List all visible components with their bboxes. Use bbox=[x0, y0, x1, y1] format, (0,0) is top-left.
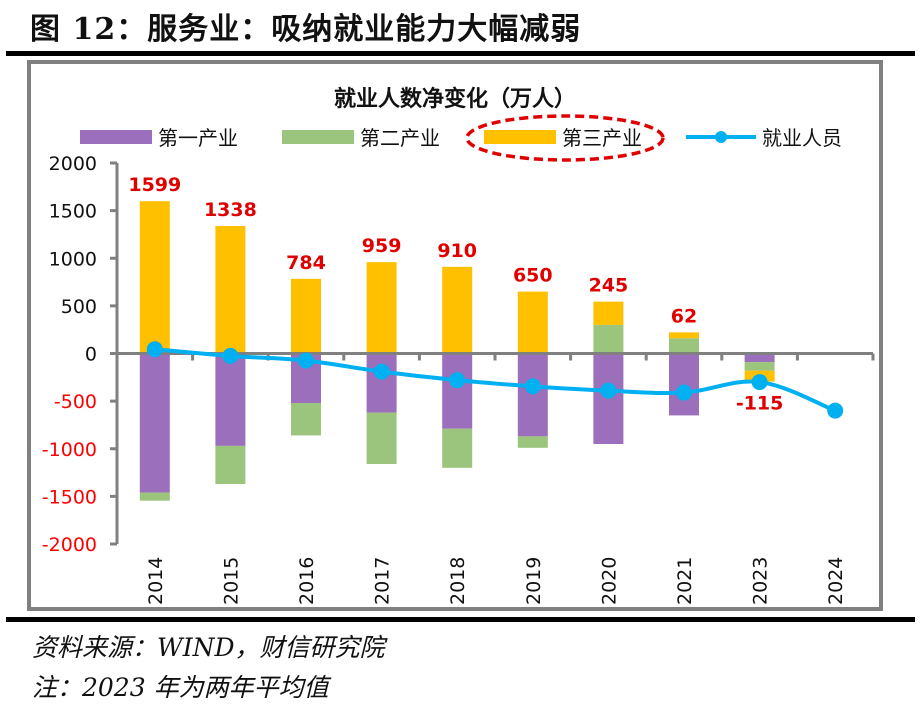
employment-point-2017 bbox=[373, 363, 390, 380]
bar-3-2020 bbox=[593, 301, 624, 325]
y-tick-label: 500 bbox=[61, 296, 97, 318]
bar-2-2023 bbox=[744, 362, 775, 371]
y-tick-label: 2000 bbox=[49, 153, 97, 175]
bar-2-2014 bbox=[139, 492, 170, 501]
top-rule bbox=[6, 51, 915, 56]
bar-3-2016 bbox=[291, 278, 321, 354]
y-tick-label: -2000 bbox=[42, 534, 97, 556]
data-label-2019: 650 bbox=[513, 265, 553, 287]
bottom-rule bbox=[6, 617, 915, 622]
legend-line-marker bbox=[715, 131, 727, 143]
employment-point-2024 bbox=[827, 402, 844, 419]
y-tick-label: 0 bbox=[85, 344, 97, 366]
employment-point-2019 bbox=[524, 378, 541, 395]
data-label-2017: 959 bbox=[362, 235, 402, 257]
data-label-2021: 62 bbox=[671, 305, 697, 327]
bar-2-2016 bbox=[291, 403, 321, 436]
x-tick-label: 2015 bbox=[220, 557, 242, 605]
legend-swatch-2 bbox=[282, 130, 354, 144]
employment-point-2014 bbox=[146, 341, 163, 358]
legend-swatch-3 bbox=[484, 130, 556, 144]
y-tick-label: 1500 bbox=[49, 201, 97, 223]
bar-1-2020 bbox=[593, 353, 624, 444]
data-label-2015: 1338 bbox=[204, 199, 257, 221]
employment-point-2020 bbox=[600, 382, 617, 399]
data-label-2014: 1599 bbox=[128, 174, 181, 196]
data-label-2023: -115 bbox=[736, 393, 784, 415]
chart: 就业人数净变化（万人） 第一产业 第二产业 第三产业 就业人员 2000 1500 1000 5… bbox=[42, 86, 875, 605]
bar-1-2021 bbox=[669, 353, 699, 416]
bar-1-2017 bbox=[366, 353, 397, 413]
bar-3-2015 bbox=[215, 226, 246, 354]
y-tick-label: -500 bbox=[54, 391, 97, 413]
bar-3-2014 bbox=[139, 201, 170, 354]
bar-2-2019 bbox=[517, 436, 548, 448]
data-label-2018: 910 bbox=[437, 240, 477, 262]
x-tick-label: 2020 bbox=[598, 557, 620, 605]
highlight-ellipse bbox=[465, 114, 665, 162]
bar-2-2018 bbox=[442, 428, 473, 468]
x-tick-label: 2016 bbox=[296, 557, 318, 605]
figure-title: 图 12：服务业：吸纳就业能力大幅减弱 bbox=[30, 12, 582, 47]
x-tick-label: 2021 bbox=[674, 557, 696, 605]
bar-2-2020 bbox=[593, 324, 624, 354]
y-tick-label: -1000 bbox=[42, 439, 97, 461]
employment-point-2023 bbox=[751, 374, 768, 391]
footnote: 注：2023 年为两年平均值 bbox=[32, 673, 329, 702]
employment-point-2021 bbox=[676, 384, 692, 401]
chart-title: 就业人数净变化（万人） bbox=[334, 86, 576, 112]
y-tick-label: -1500 bbox=[42, 486, 97, 508]
legend-label-1: 第一产业 bbox=[158, 126, 238, 150]
bar-3-2021 bbox=[669, 332, 699, 339]
x-tick-label: 2014 bbox=[145, 557, 167, 605]
bar-3-2019 bbox=[517, 291, 548, 354]
x-tick-label: 2019 bbox=[523, 557, 545, 605]
x-tick-label: 2024 bbox=[825, 557, 847, 605]
legend-label-3: 第三产业 bbox=[562, 126, 642, 150]
bar-3-2018 bbox=[442, 266, 473, 354]
bar-3-2017 bbox=[366, 262, 397, 354]
bar-1-2023 bbox=[744, 353, 775, 363]
x-tick-label: 2017 bbox=[372, 557, 394, 605]
bar-2-2017 bbox=[366, 412, 397, 464]
x-tick-label: 2023 bbox=[750, 557, 772, 605]
employment-point-2018 bbox=[449, 372, 466, 389]
bar-1-2018 bbox=[442, 353, 473, 429]
bar-1-2014 bbox=[139, 353, 170, 493]
bar-2-2015 bbox=[215, 445, 246, 484]
data-label-2020: 245 bbox=[589, 275, 629, 297]
legend-swatch-1 bbox=[80, 130, 152, 144]
y-tick-label: 1000 bbox=[49, 248, 97, 270]
employment-point-2015 bbox=[222, 347, 239, 364]
source-note: 资料来源：WIND，财信研究院 bbox=[32, 633, 385, 662]
chart-frame bbox=[27, 60, 883, 611]
legend-label-2: 第二产业 bbox=[360, 126, 440, 150]
employment-line bbox=[154, 347, 836, 413]
data-label-2016: 784 bbox=[286, 252, 326, 274]
bar-1-2015 bbox=[215, 353, 246, 446]
bar-1-2019 bbox=[517, 353, 548, 437]
x-tick-label: 2018 bbox=[447, 557, 469, 605]
legend-label-line: 就业人员 bbox=[762, 126, 842, 150]
employment-point-2016 bbox=[298, 352, 314, 369]
bar-2-2021 bbox=[669, 338, 699, 354]
